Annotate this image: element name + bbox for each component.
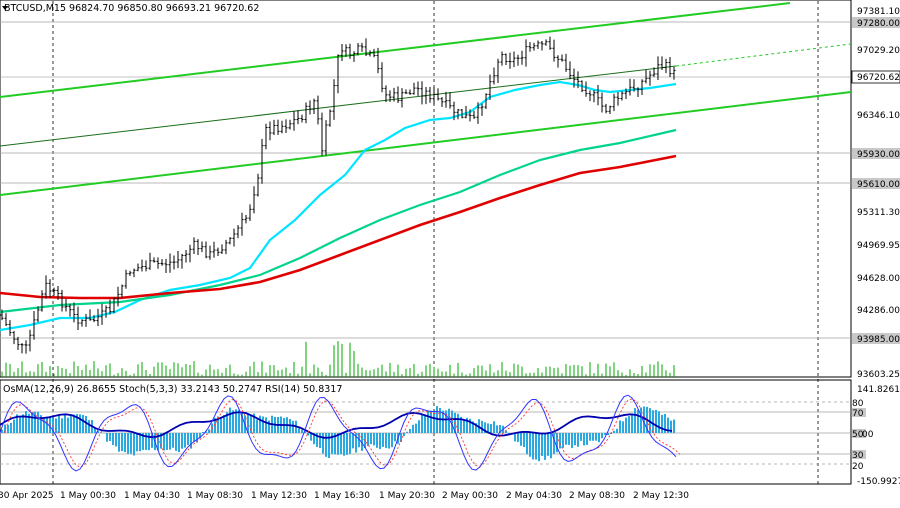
indicator-axis-top: 141.8261 [857,385,900,395]
time-tick: 1 May 04:30 [124,491,180,501]
stoch-main-line [0,394,677,472]
level-tag [852,408,866,417]
trend-channel[interactable] [0,2,852,196]
price-tick: 97381.10 [857,7,900,17]
time-tick: 1 May 16:30 [314,491,370,501]
price-tick: 93603.25 [857,370,900,380]
level-tag-label: 97280.00 [857,19,900,29]
channel-upper-line [0,2,791,98]
level-tag-label: 93985.00 [857,335,900,345]
price-pane[interactable] [0,0,852,378]
current-price-tag [851,70,900,84]
time-tick: 2 May 04:30 [506,491,562,501]
level-tag [852,429,866,438]
time-tick: 2 May 12:30 [633,491,689,501]
chart-header: BTCUSD,M15 96824.70 96850.80 96693.21 96… [4,3,259,14]
fast-ma-line [0,80,677,332]
time-tick: 1 May 12:30 [251,491,307,501]
indicator-level-tick: 00 [862,430,874,440]
indicator-level-tick: 20 [852,462,864,472]
indicator-level-tick: 70 [852,409,864,419]
price-bars [0,36,676,354]
time-tick: 2 May 08:30 [569,491,625,501]
channel-mid-projection [675,43,852,67]
price-tick: 94628.00 [857,274,900,284]
channel-lower-line [0,91,852,196]
level-tag [852,450,866,459]
level-tag [852,178,900,189]
price-tick: 94969.95 [857,241,900,251]
price-axis[interactable]: 97381.10 97029.20 96346.10 95311.30 9496… [851,7,900,380]
price-tick: 97029.20 [857,46,900,56]
time-tick: 1 May 08:30 [187,491,243,501]
level-tag [852,17,900,28]
indicator-axis-bottom: -150.9927 [857,477,900,487]
level-tag [852,333,900,344]
indicator-level-tick: 50 [852,430,864,440]
indicator-series [0,394,681,472]
volume-bars [1,341,675,377]
price-tick: 95311.30 [857,208,900,218]
time-tick: 1 May 20:30 [379,491,435,501]
collapse-triangle-icon[interactable] [2,6,8,10]
indicator-level-tick: 30 [852,451,864,461]
level-tag-label: 95610.00 [857,180,900,190]
price-tick: 94286.00 [857,306,900,316]
channel-mid-line [0,65,677,147]
level-tag [852,148,900,159]
time-tick: 2 May 00:30 [442,491,498,501]
indicator-header: OsMA(12,26,9) 26.8655 Stoch(5,3,3) 33.21… [3,384,342,395]
grid-lines [52,1,819,484]
time-tick: 1 May 00:30 [60,491,116,501]
mid-ma-line [0,128,677,314]
level-tag-label: 95930.00 [857,150,900,160]
time-tick: 30 Apr 2025 [0,491,54,501]
rsi-line [0,411,673,439]
slow-ma-line [0,154,677,300]
indicator-axis[interactable]: 141.8261 80 70 50 00 30 20 -150.9927 [852,385,900,487]
time-axis[interactable]: 30 Apr 2025 1 May 00:30 1 May 04:30 1 Ma… [0,491,689,501]
price-tick: 96346.10 [857,111,900,121]
current-price-label: 96720.62 [857,73,900,83]
indicator-level-tick: 80 [852,399,864,409]
moving-averages [0,80,677,332]
